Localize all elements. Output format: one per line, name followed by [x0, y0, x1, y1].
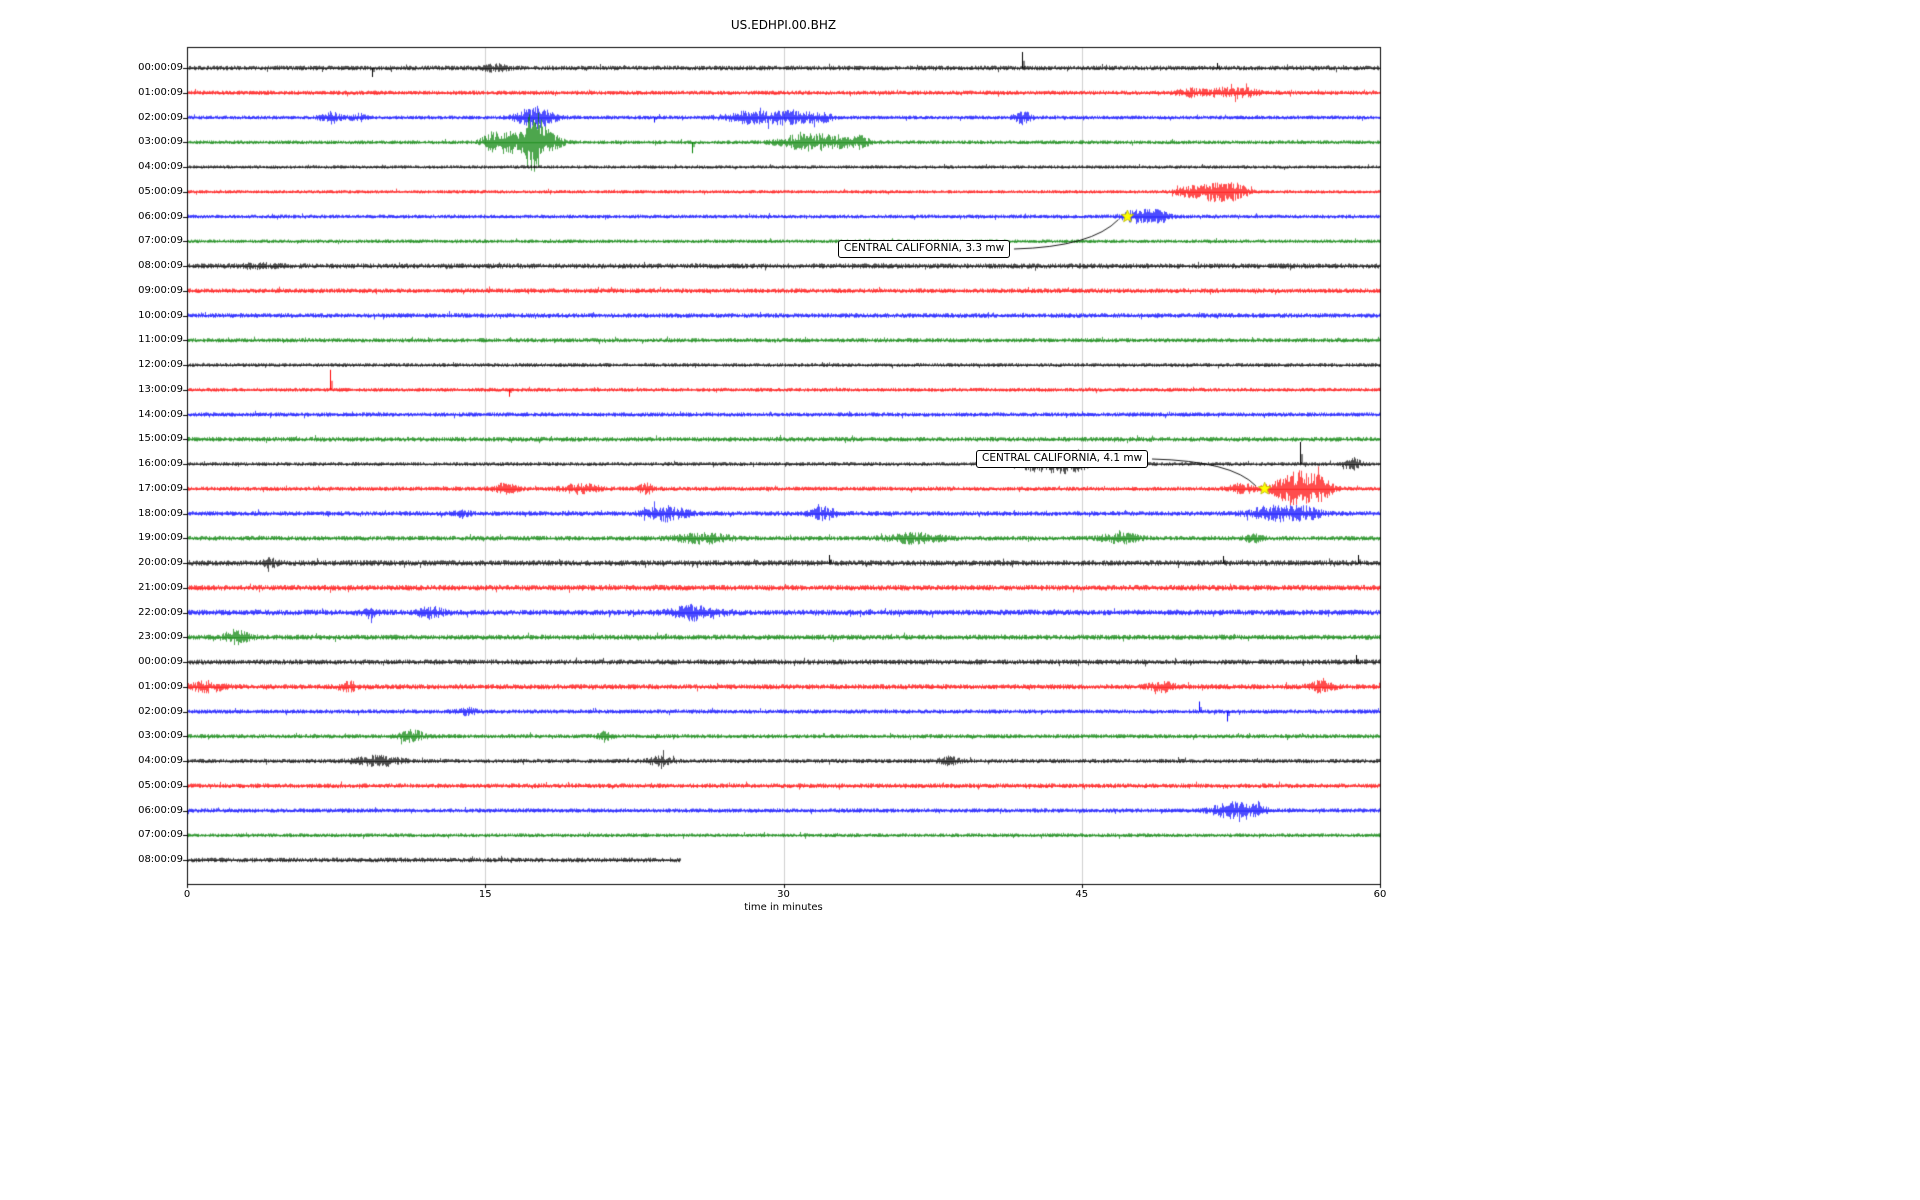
- trace-time-label: 00:00:09: [138, 62, 183, 73]
- trace-time-label: 13:00:09: [138, 383, 183, 395]
- x-axis-tick-label: 15: [478, 889, 492, 900]
- trace-time-label: 03:00:09: [138, 136, 183, 148]
- trace-time-label: 04:00:09: [138, 161, 183, 172]
- x-axis-tick-label: 30: [777, 889, 790, 900]
- trace-time-label: 08:00:09: [138, 854, 183, 865]
- trace-time-label: 02:00:09: [138, 705, 183, 717]
- trace-time-label: 16:00:09: [138, 458, 183, 469]
- trace-time-label: 18:00:09: [138, 507, 183, 519]
- trace-time-label: 19:00:09: [138, 532, 183, 544]
- event-annotation-1: CENTRAL CALIFORNIA, 3.3 mw: [838, 240, 1011, 258]
- trace-time-label: 01:00:09: [138, 86, 183, 98]
- trace-time-label: 14:00:09: [138, 408, 183, 420]
- trace-time-label: 07:00:09: [138, 829, 183, 841]
- x-axis-tick-label: 0: [183, 889, 191, 900]
- trace-time-label: 20:00:09: [138, 557, 183, 568]
- trace-time-label: 10:00:09: [138, 309, 183, 321]
- trace-time-label: 11:00:09: [138, 334, 183, 346]
- chart-title: US.EDHPI.00.BHZ: [730, 18, 837, 32]
- event-annotation-2: CENTRAL CALIFORNIA, 4.1 mw: [976, 450, 1149, 468]
- trace-time-label: 09:00:09: [138, 284, 183, 296]
- trace-time-label: 15:00:09: [138, 433, 183, 445]
- x-axis-tick-label: 60: [1373, 889, 1387, 900]
- trace-time-label: 04:00:09: [138, 755, 183, 766]
- trace-time-label: 05:00:09: [138, 779, 183, 791]
- trace-time-label: 02:00:09: [138, 111, 183, 123]
- trace-time-label: 22:00:09: [138, 606, 183, 618]
- x-axis-tick-label: 45: [1075, 889, 1089, 900]
- trace-time-label: 12:00:09: [138, 359, 183, 370]
- trace-time-label: 00:00:09: [138, 656, 183, 667]
- trace-time-label: 03:00:09: [138, 730, 183, 742]
- trace-time-label: 23:00:09: [138, 631, 183, 643]
- trace-time-label: 05:00:09: [138, 185, 183, 197]
- trace-time-label: 01:00:09: [138, 680, 183, 692]
- trace-time-label: 07:00:09: [138, 235, 183, 247]
- trace-time-label: 06:00:09: [138, 210, 183, 222]
- trace-time-label: 21:00:09: [138, 581, 183, 593]
- trace-time-label: 06:00:09: [138, 804, 183, 816]
- x-axis-label: time in minutes: [744, 902, 823, 913]
- trace-time-label: 08:00:09: [138, 260, 183, 271]
- trace-time-label: 17:00:09: [138, 482, 183, 494]
